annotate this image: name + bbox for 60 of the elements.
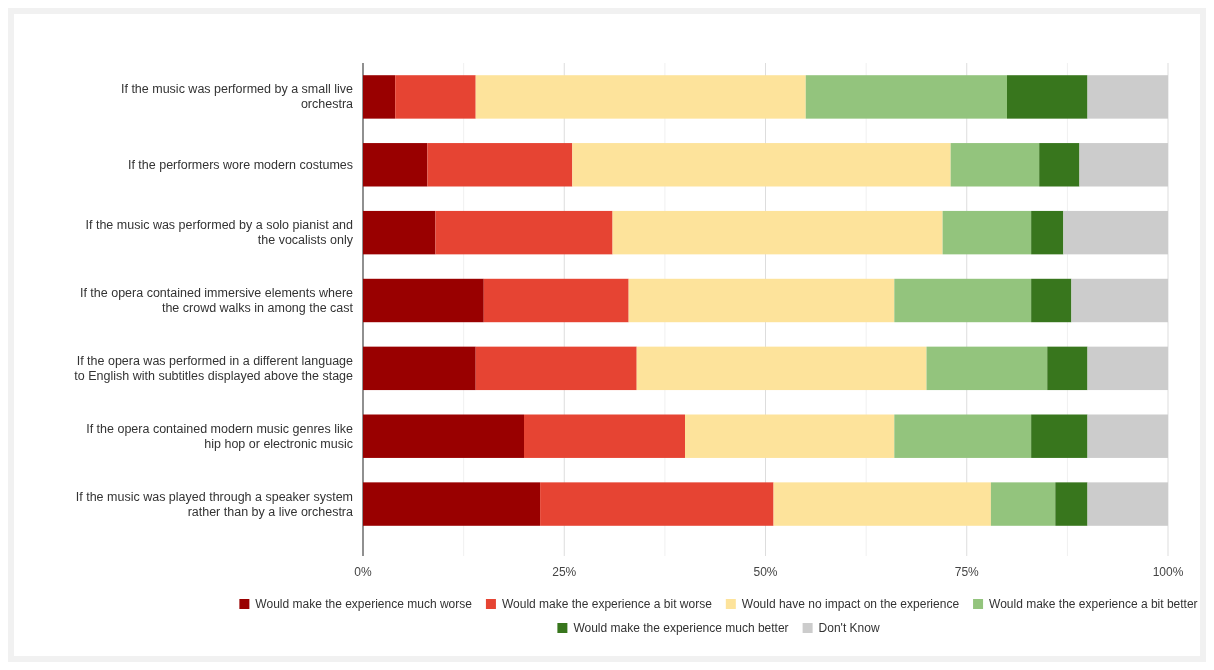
bar bbox=[1087, 75, 1168, 119]
y-tick-label: If the opera contained immersive elements where the crowd walks in among the cast bbox=[79, 286, 354, 315]
bar bbox=[1007, 75, 1088, 119]
bar bbox=[540, 482, 774, 526]
y-tick-label: If the music was played through a speaker system rather than by a live orchestra bbox=[75, 489, 354, 519]
bar bbox=[1071, 278, 1168, 323]
bar bbox=[475, 75, 806, 119]
legend-label: Don't Know bbox=[818, 621, 880, 635]
bar bbox=[1079, 143, 1168, 187]
bar bbox=[363, 414, 524, 458]
bar bbox=[942, 210, 1032, 255]
bar bbox=[1039, 143, 1080, 187]
legend-label: Would make the experience a bit better bbox=[989, 597, 1198, 611]
legend-label: Would make the experience a bit worse bbox=[501, 597, 713, 611]
bar bbox=[1087, 346, 1168, 391]
bar bbox=[1031, 278, 1072, 323]
bar bbox=[990, 482, 1056, 526]
bar bbox=[363, 482, 541, 526]
bar bbox=[636, 346, 927, 391]
legend-label: Would have no impact on the experience bbox=[741, 597, 960, 611]
bar bbox=[1031, 210, 1064, 255]
bar bbox=[363, 143, 428, 187]
bar bbox=[894, 414, 1032, 458]
bar bbox=[1031, 414, 1088, 458]
bar bbox=[363, 75, 396, 119]
y-tick-label: If the music was performed by a small live orchestra bbox=[120, 82, 354, 112]
bar bbox=[612, 210, 943, 255]
bar bbox=[572, 143, 951, 187]
bar bbox=[628, 278, 895, 323]
bar bbox=[435, 210, 613, 255]
bar bbox=[926, 346, 1048, 391]
legend-label: Would make the experience much better bbox=[573, 621, 789, 635]
bar bbox=[805, 75, 1007, 119]
bar bbox=[1055, 482, 1088, 526]
bar bbox=[950, 143, 1040, 187]
bar bbox=[1087, 482, 1168, 526]
y-tick-label: If the performers wore modern costumes bbox=[127, 157, 353, 172]
legend-label: Would make the experience much worse bbox=[255, 597, 473, 611]
bar bbox=[773, 482, 991, 526]
bar bbox=[1087, 414, 1168, 458]
bar bbox=[475, 346, 637, 391]
bar bbox=[427, 143, 573, 187]
bar bbox=[483, 278, 629, 323]
bar bbox=[1047, 346, 1088, 391]
bar bbox=[395, 75, 476, 119]
bar bbox=[685, 414, 895, 458]
y-tick-label: If the opera contained modern music genres like hip hop or electronic music bbox=[86, 421, 354, 451]
x-tick-label: 0% bbox=[354, 565, 372, 579]
bar bbox=[363, 278, 484, 323]
x-tick-label: 75% bbox=[954, 565, 980, 579]
bar bbox=[524, 414, 685, 458]
bar bbox=[363, 346, 476, 391]
x-tick-label: 50% bbox=[753, 565, 778, 579]
bar bbox=[363, 210, 436, 255]
bar bbox=[1063, 210, 1168, 255]
x-tick-label: 25% bbox=[552, 565, 577, 579]
y-tick-label: If the music was performed by a solo pianist and the vocalists only bbox=[85, 218, 354, 248]
y-tick-label: If the opera was performed in a different language to English with subtitles displayed above the stage bbox=[74, 353, 354, 383]
x-tick-label: 100% bbox=[1152, 565, 1184, 579]
bar bbox=[894, 278, 1032, 323]
